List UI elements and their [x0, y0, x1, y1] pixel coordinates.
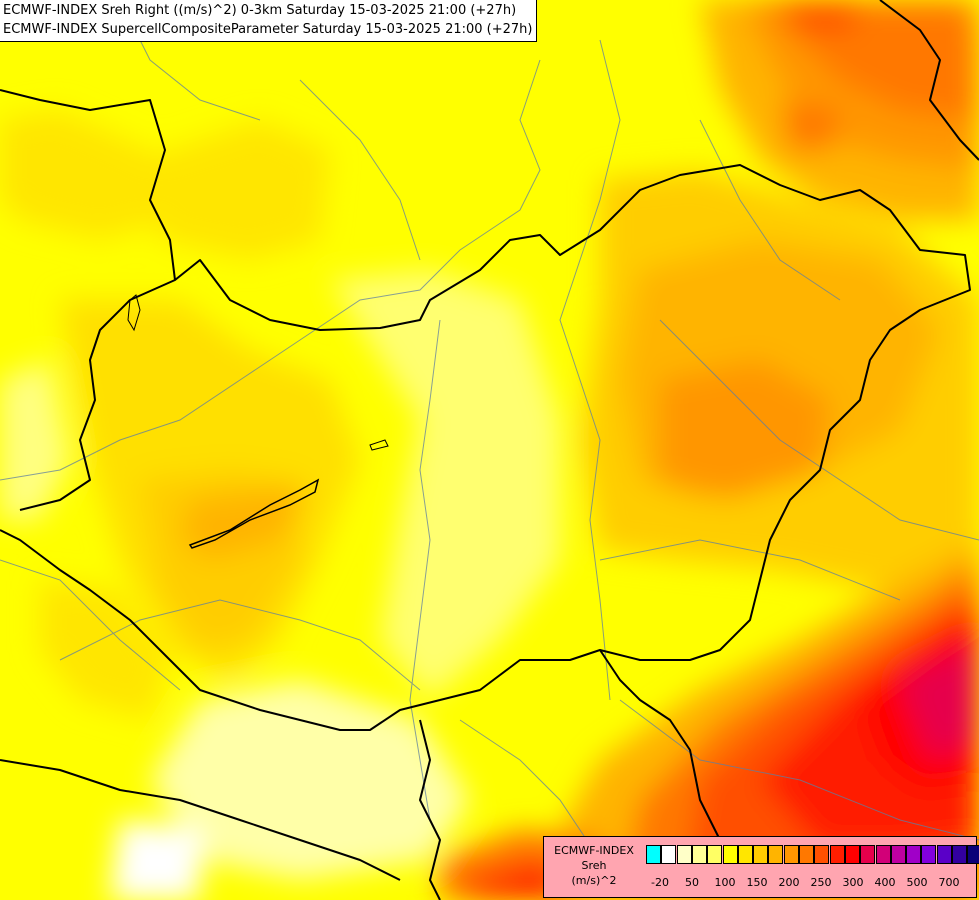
legend-tick: 150 — [746, 876, 768, 889]
legend-label: ECMWF-INDEX Sreh (m/s)^2 — [554, 844, 634, 887]
legend-tick: 700 — [938, 876, 960, 889]
legend: ECMWF-INDEX Sreh (m/s)^2 -20 50 100 150 200 2… — [543, 836, 979, 898]
legend-tick: 50 — [685, 876, 699, 889]
legend-swatch — [707, 845, 723, 864]
lake-small — [369, 439, 389, 451]
legend-swatch — [661, 845, 677, 864]
legend-tick: 500 — [906, 876, 928, 889]
legend-swatch — [875, 845, 891, 864]
legend-tick: -20 — [651, 876, 669, 889]
legend-swatch — [860, 845, 876, 864]
legend-tick: 100 — [714, 876, 736, 889]
title-sreh: ECMWF-INDEX Sreh Right ((m/s)^2) 0-3km S… — [3, 3, 517, 18]
legend-swatch — [799, 845, 814, 864]
legend-swatch — [691, 845, 707, 864]
legend-swatch — [753, 845, 769, 864]
title-box: ECMWF-INDEX Sreh Right ((m/s)^2) 0-3km S… — [0, 0, 538, 42]
legend-swatch — [890, 845, 906, 864]
rivers — [0, 0, 979, 861]
legend-tick: 300 — [842, 876, 864, 889]
legend-swatch — [722, 845, 738, 864]
legend-swatch — [768, 845, 784, 864]
legend-tick: 250 — [810, 876, 832, 889]
legend-tick: 200 — [778, 876, 800, 889]
lake-balaton — [188, 478, 320, 549]
legend-swatch — [646, 845, 661, 864]
legend-tick: 400 — [874, 876, 896, 889]
legend-swatch — [967, 845, 979, 864]
legend-swatch — [906, 845, 922, 864]
legend-swatch — [829, 845, 845, 864]
legend-swatch — [921, 845, 937, 864]
legend-swatch — [936, 845, 952, 864]
legend-swatch — [737, 845, 753, 864]
title-scp: ECMWF-INDEX SupercellCompositeParameter … — [3, 22, 533, 37]
lake-neusiedl — [127, 294, 141, 332]
legend-swatch — [844, 845, 860, 864]
legend-swatch — [814, 845, 830, 864]
legend-swatch — [952, 845, 967, 864]
legend-swatch — [676, 845, 692, 864]
legend-swatch — [783, 845, 799, 864]
